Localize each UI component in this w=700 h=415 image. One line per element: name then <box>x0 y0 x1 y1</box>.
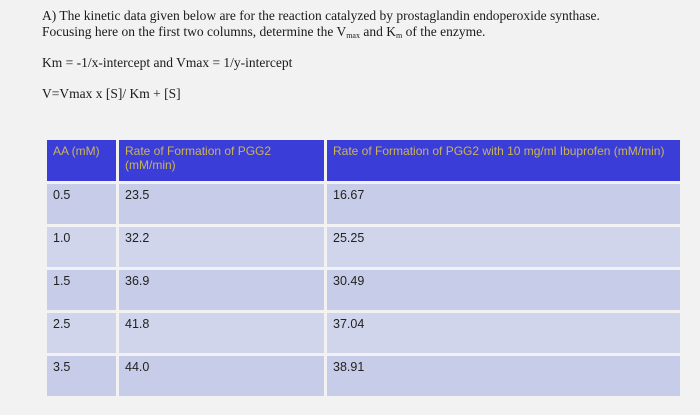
table-row: 0.5 23.5 16.67 <box>47 184 680 224</box>
cell-ibuprofen-rate: 25.25 <box>327 227 680 267</box>
problem-line-1: A) The kinetic data given below are for … <box>42 8 600 23</box>
cell-aa: 1.0 <box>47 227 116 267</box>
table-row: 1.0 32.2 25.25 <box>47 227 680 267</box>
cell-pgg2-rate: 44.0 <box>119 356 324 396</box>
cell-aa: 0.5 <box>47 184 116 224</box>
cell-aa: 3.5 <box>47 356 116 396</box>
km-subscript: m <box>395 31 403 40</box>
cell-ibuprofen-rate: 30.49 <box>327 270 680 310</box>
cell-ibuprofen-rate: 16.67 <box>327 184 680 224</box>
cell-pgg2-rate: 41.8 <box>119 313 324 353</box>
table-row: 2.5 41.8 37.04 <box>47 313 680 353</box>
table-header-row: AA (mM) Rate of Formation of PGG2 (mM/mi… <box>47 140 680 181</box>
cell-ibuprofen-rate: 37.04 <box>327 313 680 353</box>
header-ibuprofen-rate: Rate of Formation of PGG2 with 10 mg/ml … <box>327 140 680 181</box>
header-aa: AA (mM) <box>47 140 116 181</box>
cell-aa: 1.5 <box>47 270 116 310</box>
problem-line-2-mid: and K <box>359 24 396 39</box>
problem-statement: A) The kinetic data given below are for … <box>42 8 682 44</box>
cell-ibuprofen-rate: 38.91 <box>327 356 680 396</box>
kinetic-data-table: AA (mM) Rate of Formation of PGG2 (mM/mi… <box>44 137 683 399</box>
vmax-subscript: max <box>346 31 360 40</box>
problem-line-2: Focusing here on the first two columns, … <box>42 24 682 44</box>
problem-line-2-start: Focusing here on the first two columns, … <box>42 24 347 39</box>
header-pgg2-rate: Rate of Formation of PGG2 (mM/min) <box>119 140 324 181</box>
cell-aa: 2.5 <box>47 313 116 353</box>
table-row: 3.5 44.0 38.91 <box>47 356 680 396</box>
cell-pgg2-rate: 32.2 <box>119 227 324 267</box>
table-row: 1.5 36.9 30.49 <box>47 270 680 310</box>
km-vmax-formula: Km = -1/x-intercept and Vmax = 1/y-inter… <box>42 55 293 70</box>
cell-pgg2-rate: 23.5 <box>119 184 324 224</box>
cell-pgg2-rate: 36.9 <box>119 270 324 310</box>
michaelis-menten-formula: V=Vmax x [S]/ Km + [S] <box>42 86 181 101</box>
problem-line-2-end: of the enzyme. <box>402 24 486 39</box>
